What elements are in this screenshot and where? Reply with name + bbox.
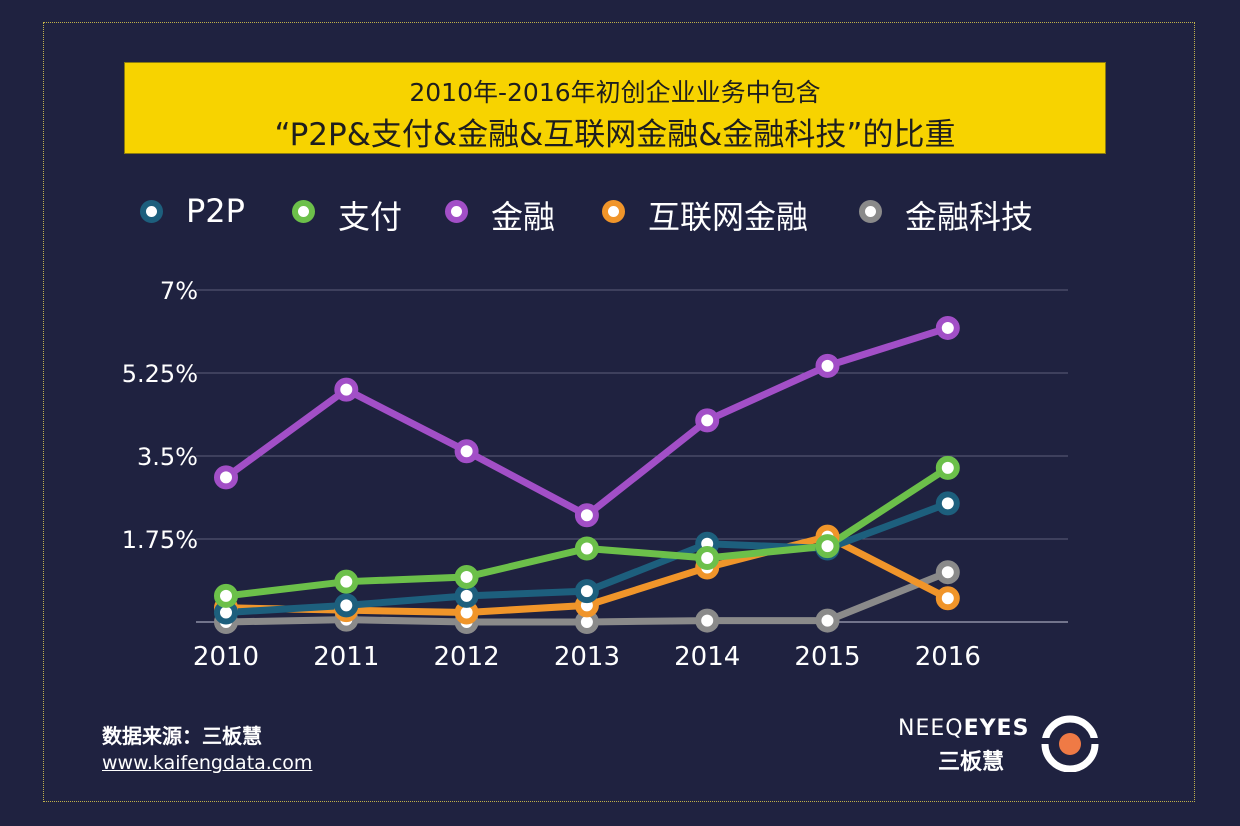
data-point (574, 503, 599, 528)
data-point (214, 465, 238, 490)
y-tick-label: 5.25% (122, 360, 198, 388)
data-point (935, 491, 960, 516)
x-tick-label: 2013 (554, 642, 620, 672)
data-point (454, 564, 479, 589)
data-point (935, 315, 960, 340)
legend-label: 金融 (491, 198, 556, 236)
x-tick-label: 2015 (794, 642, 860, 672)
x-tick-label: 2012 (434, 642, 500, 672)
legend-marker-icon (292, 200, 315, 223)
data-point (935, 455, 960, 480)
data-point (935, 560, 960, 585)
x-tick-label: 2011 (313, 642, 379, 672)
brand-logo: NEEQEYES 三板慧 (898, 712, 1108, 775)
data-point (815, 534, 840, 559)
legend-marker-icon (859, 200, 882, 223)
data-point (695, 545, 720, 570)
data-point (334, 377, 359, 402)
legend-marker-icon (445, 200, 468, 223)
data-point (574, 579, 599, 604)
series-line (222, 464, 952, 600)
legend-label: 金融科技 (905, 198, 1034, 236)
data-source: 数据来源：三板慧 (102, 724, 262, 748)
chart-subtitle: “P2P&支付&金融&互联网金融&金融科技”的比重 (274, 117, 956, 153)
eye-logo-icon (1038, 715, 1104, 772)
data-point (695, 408, 720, 433)
data-point (695, 608, 720, 633)
y-tick-label: 7% (160, 277, 198, 305)
legend-label: 互联网金融 (648, 198, 809, 236)
data-point (454, 583, 479, 608)
legend-marker-icon (140, 200, 163, 223)
x-tick-label: 2010 (193, 642, 259, 672)
title-banner: 2010年-2016年初创企业业务中包含 “P2P&支付&金融&互联网金融&金融… (124, 62, 1106, 154)
y-tick-label: 3.5% (137, 443, 198, 471)
logo-wordmark-a: NEEQ (898, 716, 964, 741)
data-point (214, 583, 238, 608)
logo-wordmark-b: EYES (963, 716, 1030, 741)
legend-marker-icon (602, 200, 625, 223)
logo-chinese: 三板慧 (938, 750, 1005, 775)
chart-frame (43, 22, 1195, 802)
x-tick-label: 2014 (674, 642, 740, 672)
x-tick-label: 2016 (915, 642, 981, 672)
data-point (454, 439, 479, 464)
chart-title: 2010年-2016年初创企业业务中包含 (409, 78, 821, 107)
legend-label: 支付 (338, 198, 403, 236)
legend-label: P2P (186, 192, 245, 230)
data-point (935, 586, 960, 611)
data-point (334, 569, 359, 594)
data-point (815, 353, 840, 378)
y-tick-label: 1.75% (122, 526, 198, 554)
source-url-link[interactable]: www.kaifengdata.com (102, 752, 313, 774)
data-point (815, 608, 840, 633)
data-point (334, 593, 359, 618)
series-line (222, 324, 952, 519)
data-point (574, 536, 599, 561)
logo-wordmark: NEEQEYES (898, 716, 1029, 741)
